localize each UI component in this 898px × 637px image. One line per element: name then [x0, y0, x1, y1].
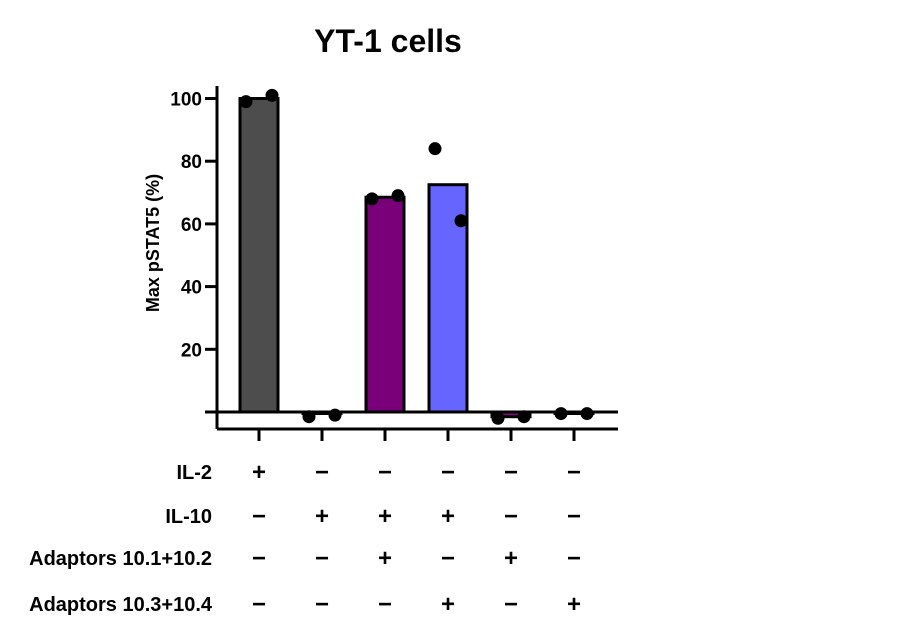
y-tick-label-40: 40 — [181, 278, 202, 299]
condition-sign-1-4: − — [441, 459, 455, 486]
condition-sign-2-6: − — [567, 503, 581, 530]
data-point-3-2 — [391, 189, 405, 203]
condition-sign-3-2: − — [315, 545, 329, 572]
condition-sign-2-3: + — [378, 503, 392, 530]
data-point-3-1 — [365, 192, 379, 206]
bar-1 — [238, 97, 280, 414]
y-tick-label-80: 80 — [181, 152, 202, 173]
condition-sign-1-5: − — [504, 459, 518, 486]
y-axis-label: Max pSTAT5 (%) — [143, 174, 163, 312]
condition-sign-4-6: + — [567, 591, 581, 618]
bar-3 — [364, 195, 406, 414]
condition-label-1: IL-2 — [176, 462, 212, 484]
condition-sign-1-2: − — [315, 459, 329, 486]
data-point-4-2 — [454, 214, 468, 228]
chart-title: YT-1 cells — [314, 23, 462, 59]
condition-sign-2-5: − — [504, 503, 518, 530]
axes-group: 20 40 60 80 100 — [170, 86, 618, 441]
data-point-1-2 — [265, 88, 279, 102]
condition-sign-4-1: − — [252, 591, 266, 618]
condition-sign-4-5: − — [504, 591, 518, 618]
y-tick-label-100: 100 — [170, 90, 202, 111]
condition-sign-4-3: − — [378, 591, 392, 618]
condition-label-4: Adaptors 10.3+10.4 — [29, 594, 213, 616]
condition-sign-3-5: + — [504, 545, 518, 572]
condition-sign-2-2: + — [315, 503, 329, 530]
data-point-1-1 — [239, 95, 253, 109]
points-group — [239, 88, 594, 425]
condition-sign-3-6: − — [567, 545, 581, 572]
condition-sign-3-3: + — [378, 545, 392, 572]
condition-sign-1-3: − — [378, 459, 392, 486]
condition-sign-4-4: + — [441, 591, 455, 618]
condition-sign-3-4: − — [441, 545, 455, 572]
y-tick-label-60: 60 — [181, 215, 202, 236]
condition-sign-2-1: − — [252, 503, 266, 530]
y-tick-label-20: 20 — [181, 340, 202, 361]
data-point-6-2 — [580, 407, 594, 421]
data-point-5-1 — [491, 411, 505, 425]
condition-label-3: Adaptors 10.1+10.2 — [29, 548, 212, 570]
conditions-table: IL-2 + − − − − − IL-10 − + + + − − Adaptors 10.1+10.2 −… — [29, 459, 581, 618]
condition-sign-1-6: − — [567, 459, 581, 486]
condition-sign-4-2: − — [315, 591, 329, 618]
condition-sign-3-1: − — [252, 545, 266, 572]
bars-group — [238, 97, 595, 419]
condition-label-2: IL-10 — [165, 506, 212, 528]
condition-sign-2-4: + — [441, 503, 455, 530]
data-point-6-1 — [554, 407, 568, 421]
condition-sign-1-1: + — [252, 459, 266, 486]
data-point-4-1 — [428, 142, 442, 156]
